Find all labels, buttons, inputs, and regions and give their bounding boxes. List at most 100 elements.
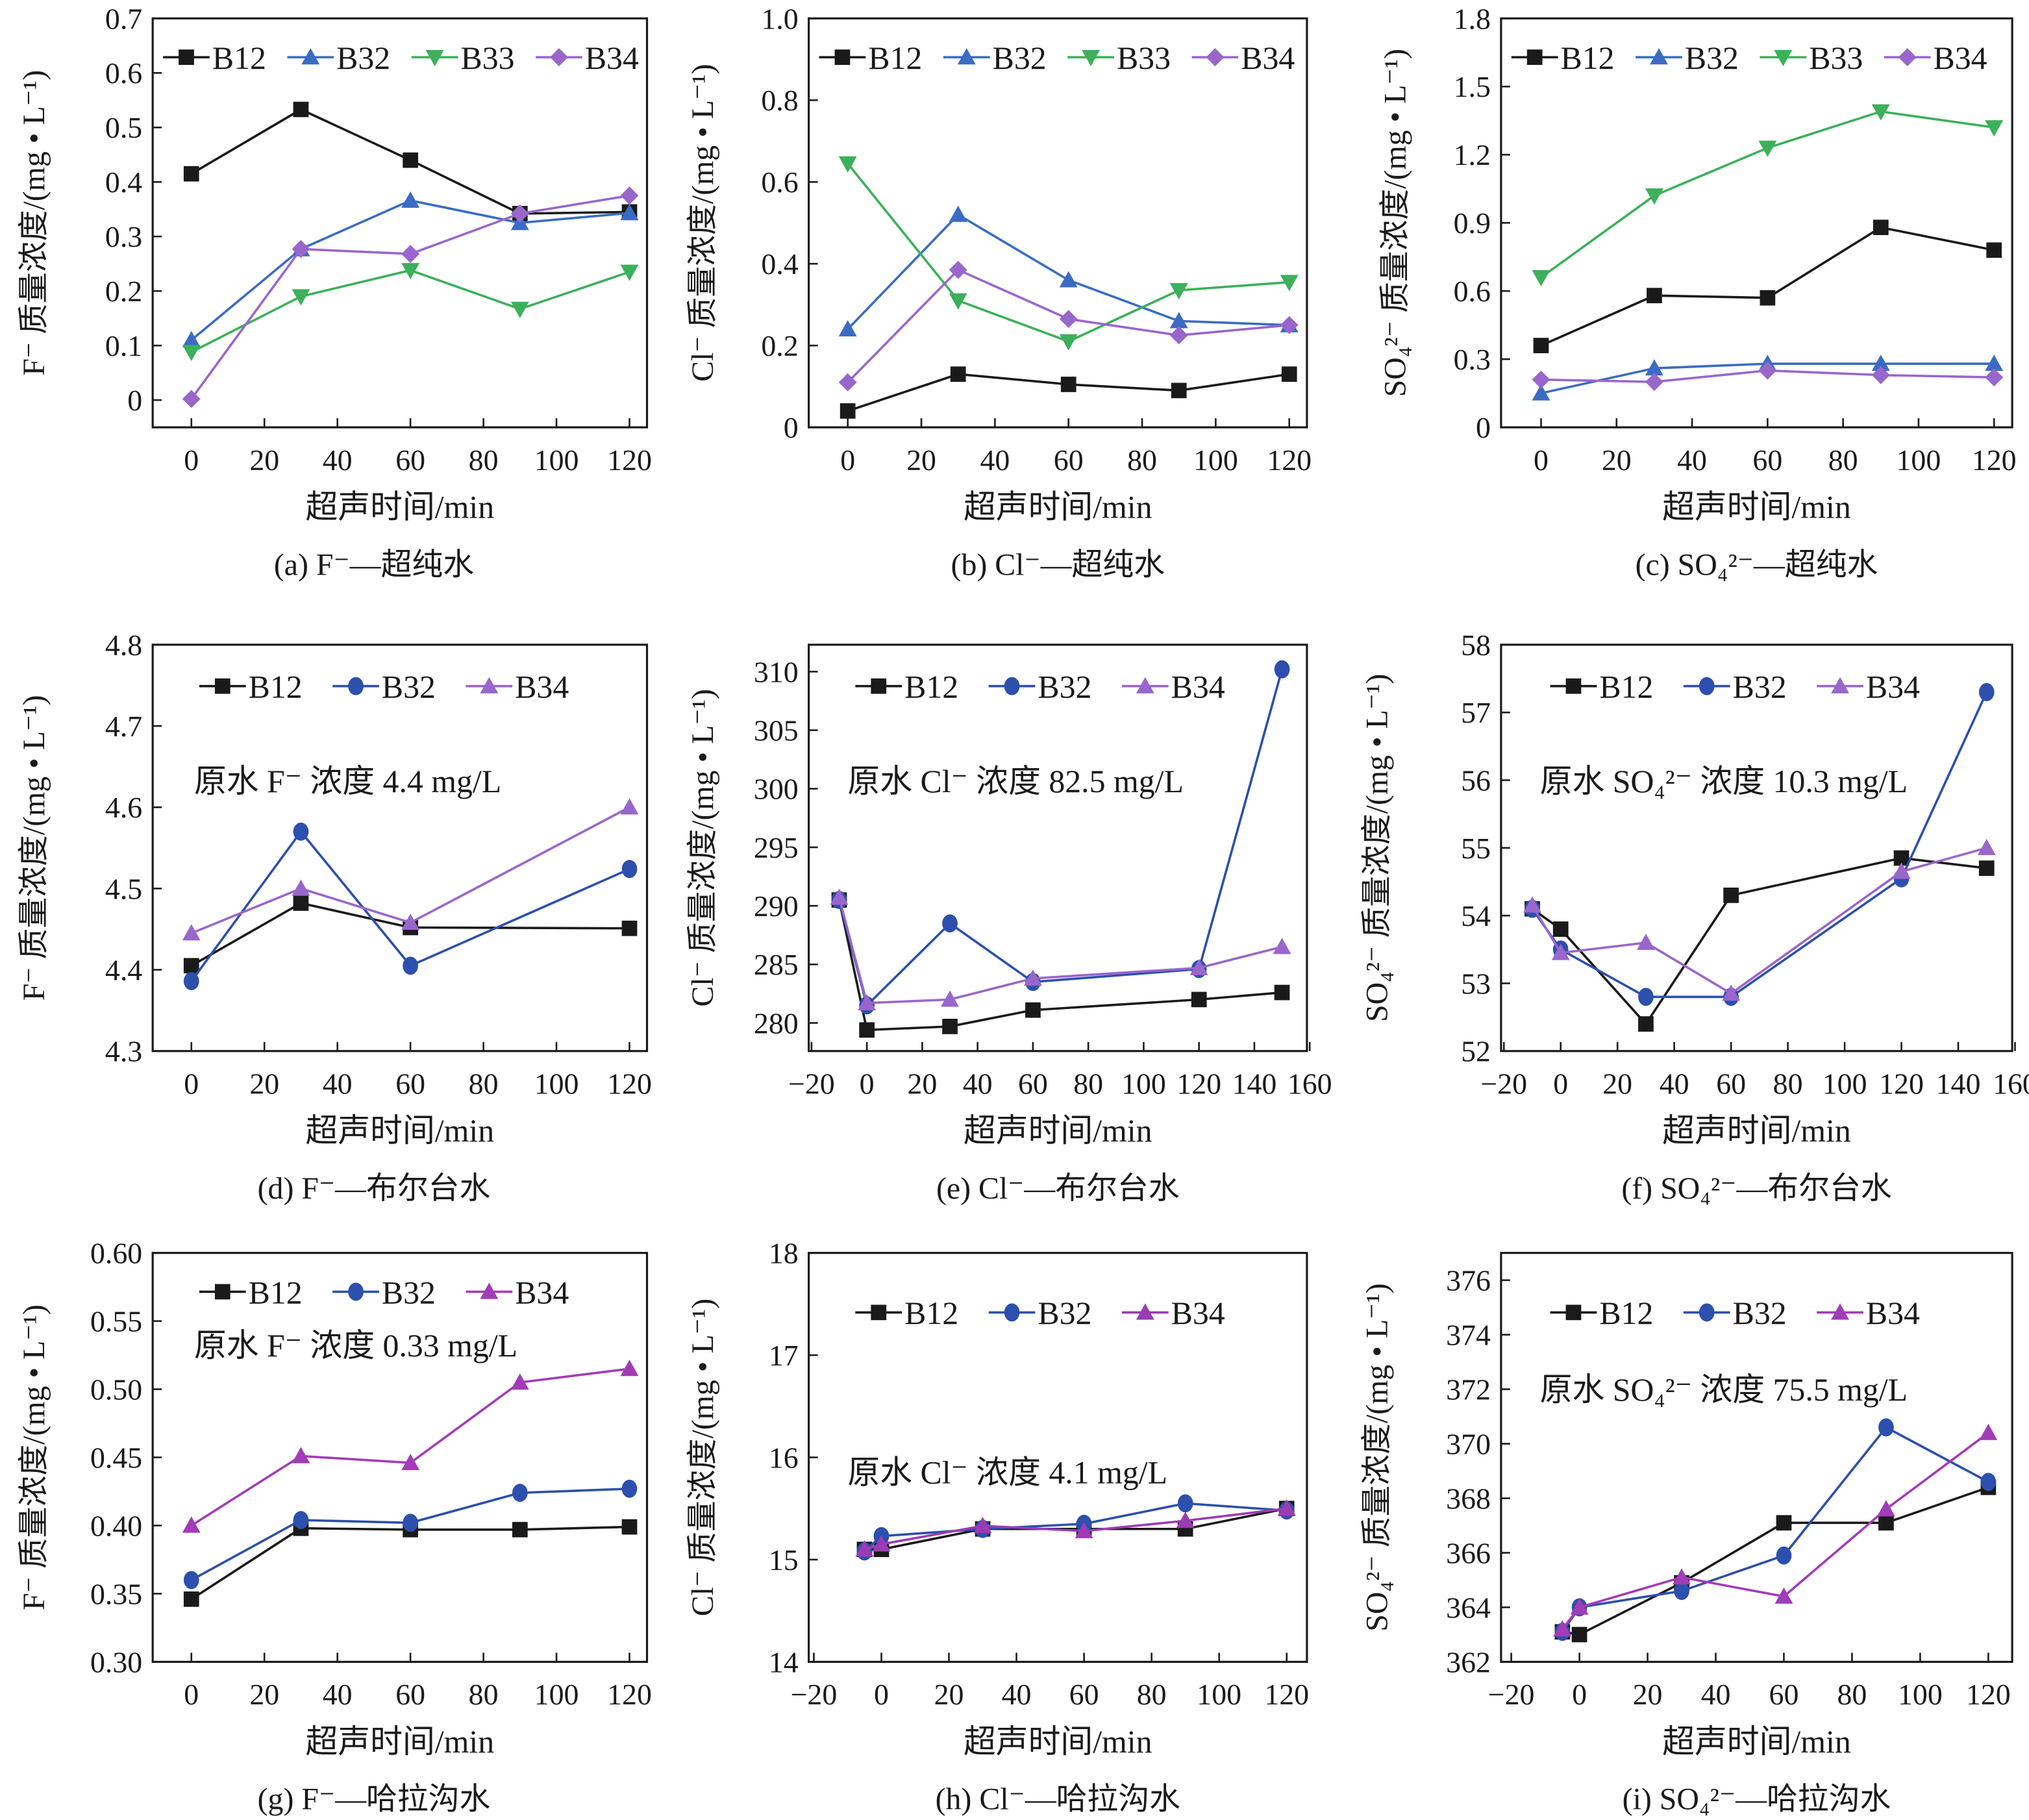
marker-circle xyxy=(1638,988,1654,1006)
marker-circle xyxy=(512,1484,528,1502)
x-tick-label: 20 xyxy=(1602,1067,1632,1101)
marker-square xyxy=(1893,850,1910,866)
x-tick-label: 100 xyxy=(534,1067,579,1101)
marker-square xyxy=(1638,1016,1654,1032)
marker-triangle-up xyxy=(1636,933,1655,951)
x-tick-label: 20 xyxy=(1633,1678,1663,1711)
x-tick-label: 100 xyxy=(534,1678,579,1711)
y-tick-label: 0.6 xyxy=(1454,275,1491,308)
marker-triangle-up xyxy=(1871,355,1890,371)
x-tick-label: 120 xyxy=(1264,1678,1309,1711)
x-axis-label: 超声时间/min xyxy=(964,1113,1152,1149)
y-tick-label: 0.50 xyxy=(90,1373,142,1406)
x-axis-label: 超声时间/min xyxy=(964,1724,1152,1760)
x-tick-label: 100 xyxy=(1823,1067,1867,1101)
y-tick-label: 305 xyxy=(754,714,799,747)
marker-square xyxy=(840,403,856,419)
series-B33 xyxy=(838,156,1299,351)
legend-item-B32: B32 xyxy=(943,40,1047,76)
series-line xyxy=(190,1367,630,1527)
x-tick-label: 120 xyxy=(1972,443,2017,477)
series-line xyxy=(190,829,630,982)
marker-triangle-down xyxy=(1985,120,2004,137)
marker-circle xyxy=(403,1514,418,1532)
x-tick-label: 60 xyxy=(1716,1067,1746,1101)
y-tick-label: 18 xyxy=(769,1237,799,1270)
y-tick-label: 1.5 xyxy=(1454,70,1491,103)
marker-square xyxy=(214,678,230,694)
marker-triangle-down xyxy=(1871,104,1890,121)
chart-panel-h: −20 0 20 40 60 80 100 120 14 15 16 17 18 超声时间/min Cl⁻ … xyxy=(686,1237,1309,1817)
marker-triangle-up xyxy=(182,330,201,347)
marker-triangle-up xyxy=(1831,677,1849,693)
y-tick-label: 0.45 xyxy=(90,1441,142,1474)
y-tick-label: 1.0 xyxy=(761,2,798,35)
y-tick-label: 53 xyxy=(1461,967,1491,1000)
series-line xyxy=(838,899,1282,1032)
marker-square xyxy=(1776,1515,1792,1531)
panel-caption: (f) SO₄²⁻—布尔台水 xyxy=(1621,1171,1891,1206)
marker-triangle-up xyxy=(1176,1512,1195,1528)
legend-label: B33 xyxy=(1117,40,1171,76)
marker-triangle-up xyxy=(1075,1521,1093,1539)
x-tick-label: 40 xyxy=(1677,443,1707,477)
y-axis-label: F⁻ 质量浓度/(mg • L⁻¹) xyxy=(17,695,51,1001)
legend-item-B32: B32 xyxy=(1683,1295,1787,1331)
x-tick-label: 60 xyxy=(1018,1067,1048,1101)
marker-triangle-up xyxy=(1979,1423,1998,1440)
y-axis-label: F⁻ 质量浓度/(mg • L⁻¹) xyxy=(17,1304,51,1610)
marker-diamond xyxy=(949,260,967,279)
x-tick-label: 140 xyxy=(1232,1067,1277,1101)
series-B12 xyxy=(831,892,1290,1038)
y-tick-label: 56 xyxy=(1461,764,1491,797)
marker-triangle-up xyxy=(1189,958,1208,975)
marker-diamond xyxy=(1758,361,1777,380)
y-tick-label: 0.30 xyxy=(90,1645,142,1678)
legend-item-B33: B33 xyxy=(1760,40,1863,76)
y-tick-label: 0.35 xyxy=(90,1577,142,1610)
x-tick-label: 80 xyxy=(1137,1678,1167,1711)
legend-label: B32 xyxy=(1038,1295,1091,1331)
x-tick-label: 40 xyxy=(963,1067,993,1101)
marker-diamond xyxy=(1169,326,1188,345)
x-tick-label: 0 xyxy=(184,1678,199,1711)
marker-diamond xyxy=(1280,316,1299,334)
marker-triangle-up xyxy=(1570,1598,1589,1615)
marker-circle xyxy=(403,956,418,975)
x-tick-label: 40 xyxy=(1701,1678,1731,1711)
y-tick-label: 300 xyxy=(754,773,799,806)
marker-square xyxy=(950,366,966,382)
x-tick-label: 60 xyxy=(395,443,425,477)
series-line xyxy=(1540,226,1995,347)
y-tick-label: 362 xyxy=(1446,1645,1491,1678)
legend-item-B33: B33 xyxy=(1067,40,1171,76)
marker-triangle-up xyxy=(949,205,967,222)
legend-label: B33 xyxy=(461,40,515,76)
y-axis-label: Cl⁻ 质量浓度/(mg • L⁻¹) xyxy=(686,1299,720,1616)
marker-triangle-down xyxy=(1059,334,1078,351)
y-tick-label: 285 xyxy=(754,948,799,981)
x-tick-label: 20 xyxy=(249,443,279,477)
x-tick-label: 160 xyxy=(1993,1067,2029,1101)
y-tick-label: 372 xyxy=(1446,1373,1491,1406)
series-line xyxy=(1562,1486,1989,1636)
marker-square xyxy=(1191,991,1207,1008)
marker-circle xyxy=(621,1479,638,1498)
marker-triangle-down xyxy=(620,264,639,281)
marker-triangle-up xyxy=(1985,355,2004,371)
marker-triangle-up xyxy=(830,888,849,905)
y-tick-label: 0.9 xyxy=(1454,206,1491,240)
x-tick-label: −20 xyxy=(1488,1678,1535,1711)
marker-diamond xyxy=(1645,373,1663,392)
annotation: 原水 F⁻ 浓度 0.33 mg/L xyxy=(194,1328,517,1364)
x-tick-label: 20 xyxy=(249,1678,279,1711)
chart-panel-i: −20 0 20 40 60 80 100 120 362 364 366 368 370 372 374 3… xyxy=(1360,1252,2013,1817)
x-tick-label: 80 xyxy=(469,1678,499,1711)
marker-diamond xyxy=(510,204,529,223)
series-B33 xyxy=(182,263,639,362)
y-tick-label: 0.5 xyxy=(105,111,142,144)
marker-triangle-up xyxy=(401,914,420,930)
marker-triangle-up xyxy=(1673,1568,1691,1585)
marker-triangle-up xyxy=(1774,1587,1793,1604)
marker-diamond xyxy=(401,245,420,264)
